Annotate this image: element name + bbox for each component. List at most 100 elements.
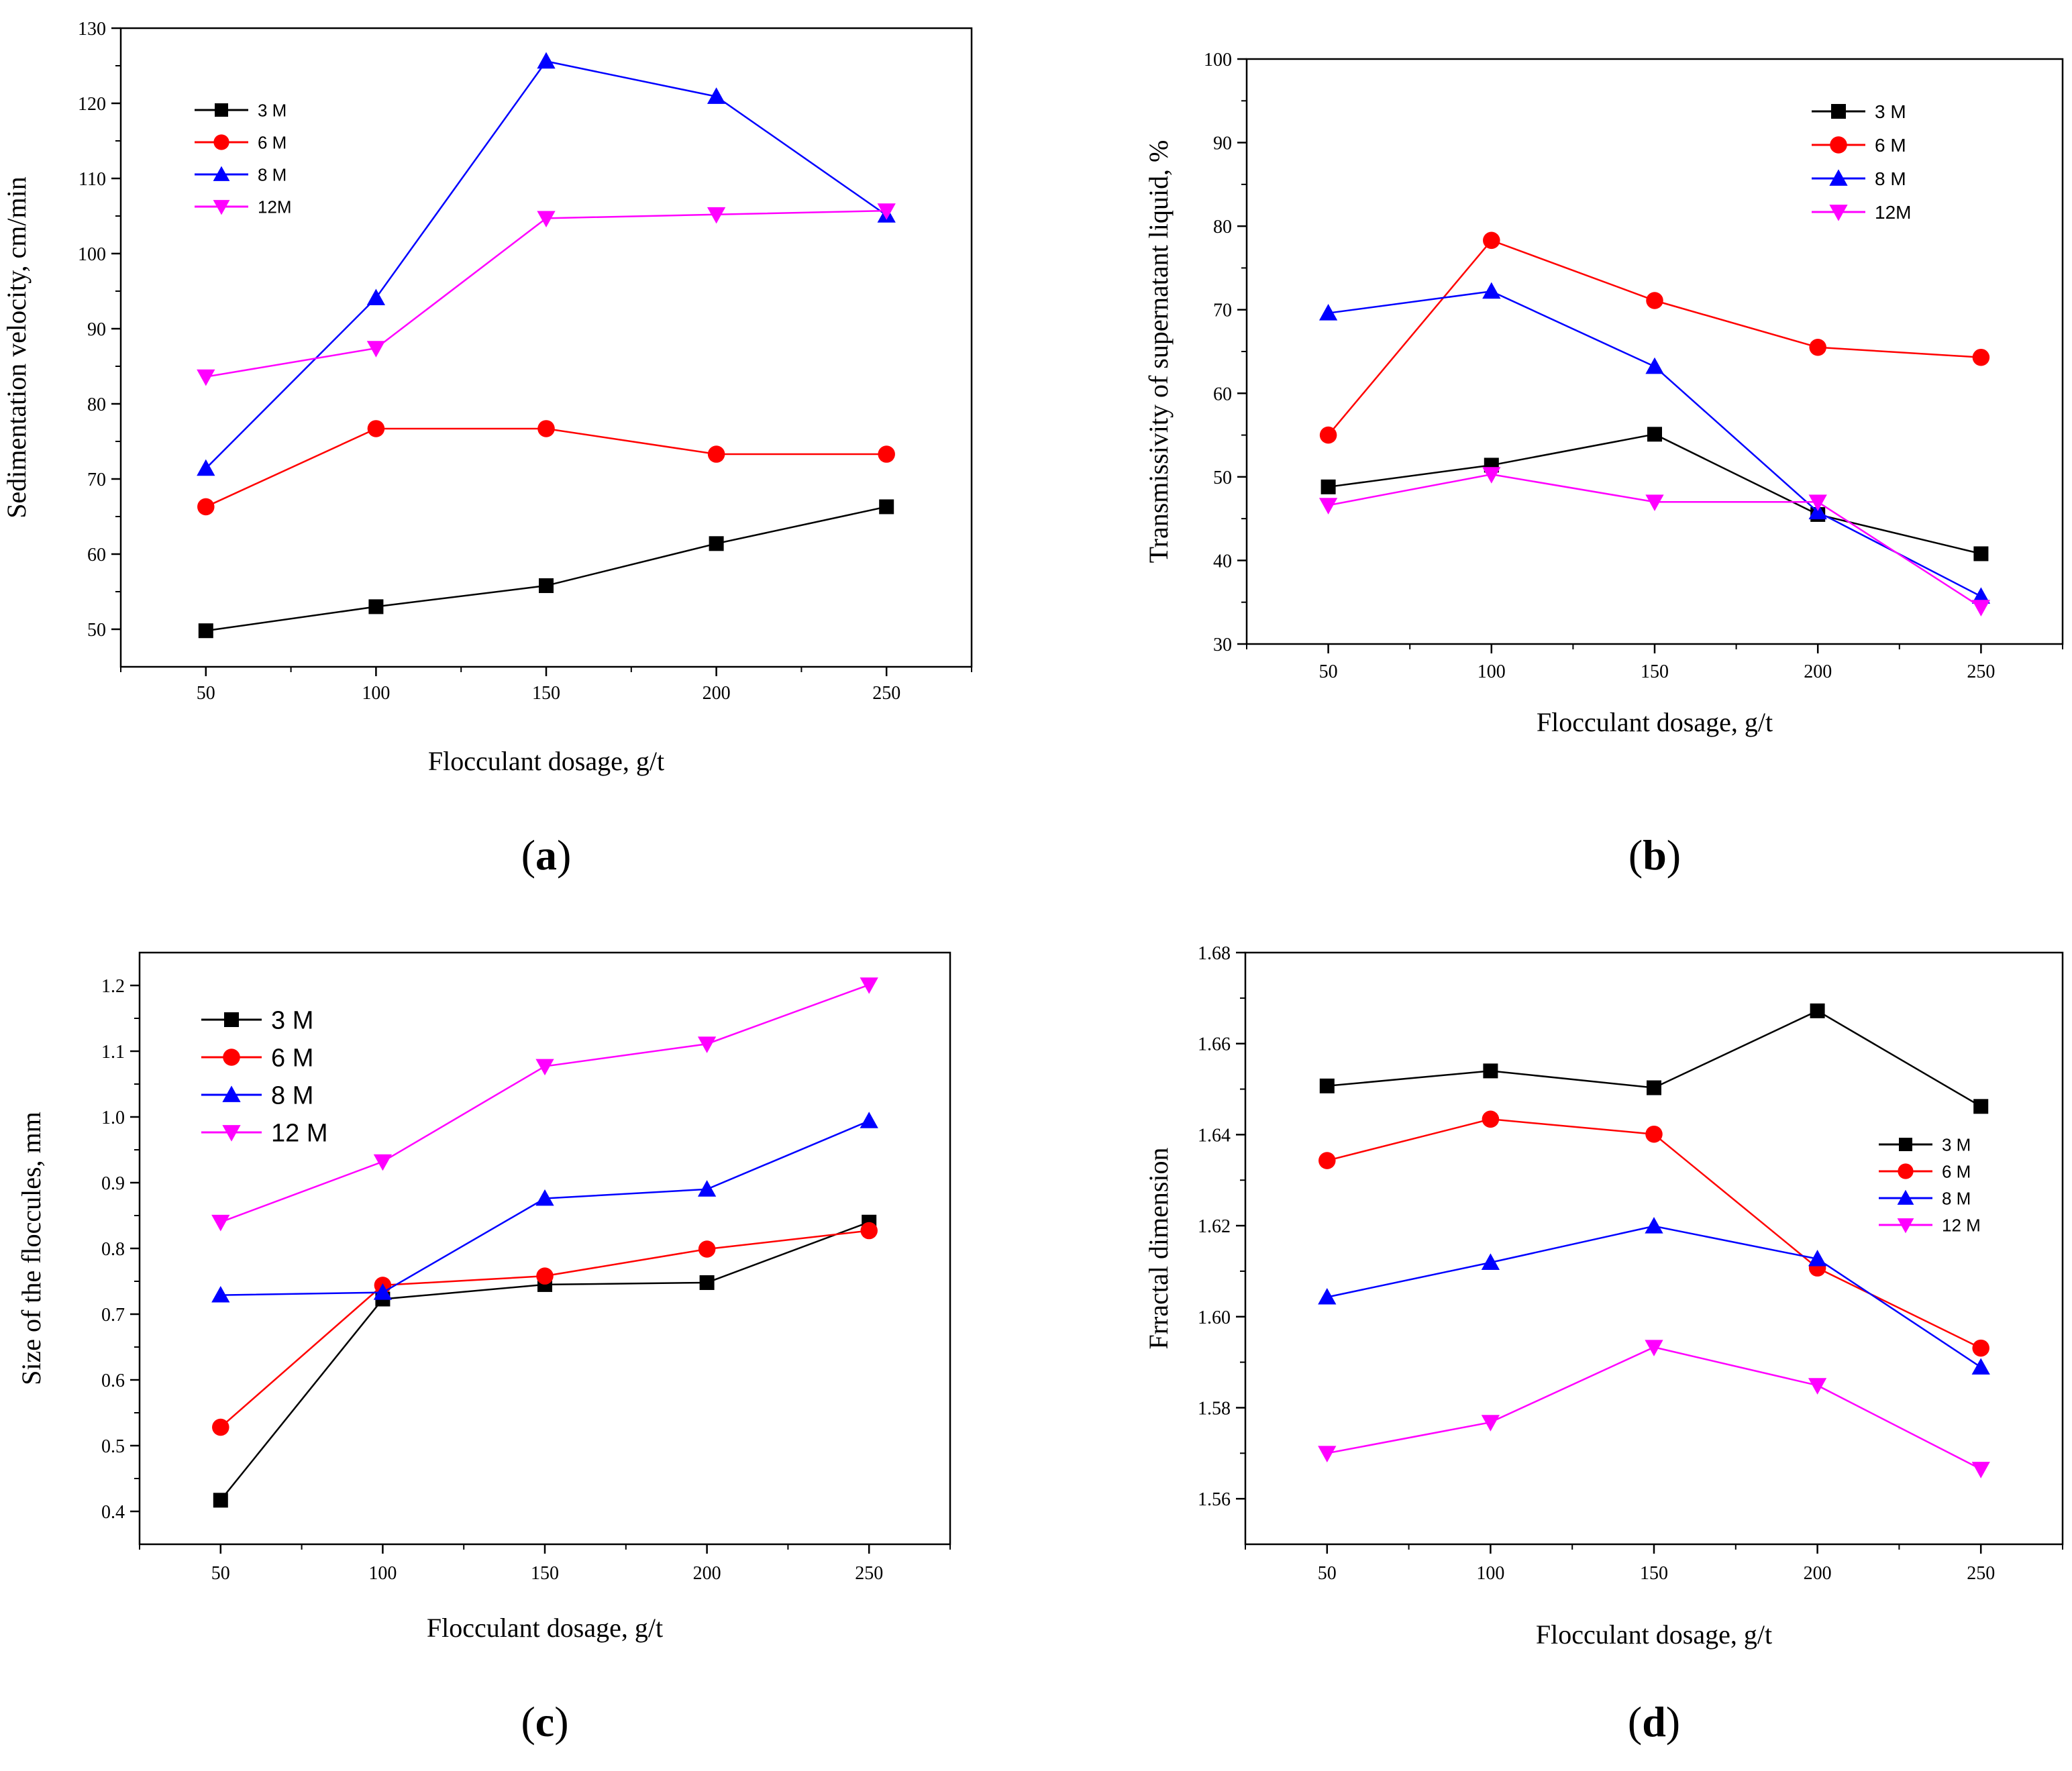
plot-frame [1245,58,2064,645]
data-point [709,536,724,551]
data-point [1318,1287,1337,1305]
y-tick-label: 0.5 [101,1436,125,1457]
data-point [707,445,725,463]
x-tick-label: 200 [1804,661,1832,682]
series-line-3m [219,1221,870,1501]
legend-marker [213,134,229,150]
y-tick-label: 1.2 [101,976,125,997]
x-tick-label: 50 [1318,1563,1337,1584]
data-point [1972,1339,1989,1357]
y-tick-label: 1.66 [1198,1034,1231,1055]
data-point [1645,494,1664,511]
y-tick-label: 1.1 [101,1042,125,1063]
y-axis-title: Sedimentation velocity, cm/min [1,176,32,519]
panel-label: (d) [1628,1698,1680,1746]
data-point [1973,546,1989,561]
y-tick-label: 0.6 [101,1371,125,1391]
y-tick-label: 100 [78,244,106,265]
y-tick-label: 0.4 [101,1502,125,1523]
data-point [1647,1080,1661,1095]
data-point [366,288,386,305]
data-point [877,203,896,220]
panel-label-letter: d [1642,1698,1666,1746]
data-point [860,977,878,994]
data-point [697,1036,717,1053]
data-point [1810,1003,1825,1018]
legend-label: 8 M [258,164,287,184]
y-tick-label: 70 [87,470,106,490]
plot-frame [138,951,951,1546]
data-point [198,623,213,639]
series-line-8m [205,60,887,470]
legend-marker [215,103,228,117]
y-tick-label: 90 [87,319,106,340]
legend-label: 12 M [271,1120,327,1148]
panel-label: (c) [521,1698,568,1746]
chart-panel-c: 50 100 150 200 250 0.4 0.5 0.6 0.7 0.8 0.9 1.0 1.1 1.… [16,951,951,1746]
y-tick-label: 1.62 [1198,1216,1231,1237]
data-point [1973,1099,1989,1114]
chart-panel-d: 50 100 150 200 250 1.56 1.58 1.60 1.62 1.64 1.66 1.… [1143,943,2064,1746]
data-point [1971,1358,1990,1375]
legend-marker [1897,1218,1914,1234]
x-tick-label: 200 [703,683,731,704]
y-tick-label: 1.64 [1198,1125,1231,1146]
y-tick-label: 120 [78,94,106,115]
data-point [373,1154,393,1171]
panel-label-close: ) [554,1698,568,1746]
y-tick-label: 1.68 [1198,943,1231,964]
legend-marker [1898,1163,1914,1179]
y-axis-title: Frractal dimension [1143,1147,1174,1349]
panel-label-close: ) [1667,831,1681,879]
legend-marker [1829,169,1848,186]
y-tick-label: 1.0 [101,1108,125,1128]
data-point [368,599,384,614]
data-point [1972,348,1990,366]
x-tick-label: 200 [1804,1563,1832,1584]
series-line-12m [220,983,870,1223]
legend-marker [213,200,230,215]
y-axis-title: Size of the floccules, mm [16,1112,46,1385]
data-point [1319,1078,1335,1093]
data-point [537,52,556,69]
data-point [1646,292,1663,309]
y-tick-label: 40 [1213,551,1232,572]
data-point [1808,1378,1827,1395]
legend-label: 8 M [271,1082,313,1110]
data-point [699,1275,715,1290]
x-axis-title: Flocculant dosage, g/t [1536,1619,1772,1650]
data-point [539,578,554,594]
plot-frame [1244,951,2064,1546]
data-point [1971,587,1991,604]
data-point [879,499,894,515]
x-tick-label: 250 [855,1563,883,1584]
data-point [1645,1217,1663,1234]
legend-marker [1829,205,1848,221]
x-axis-title: Flocculant dosage, g/t [1537,707,1773,737]
panel-label-open: ( [521,831,535,879]
panel-label-open: ( [1628,1698,1642,1746]
y-tick-label: 1.58 [1198,1398,1231,1419]
data-point [1971,600,1991,616]
y-tick-label: 70 [1213,301,1232,321]
legend-marker [1897,1189,1914,1205]
series-line-12m [205,209,887,378]
data-point [211,1285,230,1303]
panel-label: (a) [521,831,572,879]
legend-label: 8 M [1875,168,1906,189]
x-axis-title: Flocculant dosage, g/t [427,1613,663,1643]
x-tick-label: 250 [872,683,900,704]
data-point [366,341,386,358]
series-line-12m [1328,473,1982,608]
legend-label: 6 M [258,132,287,152]
chart-panel-a: 50 100 150 200 250 50 60 70 80 90 100 110 120 130 Floc… [1,19,973,879]
data-point [197,459,215,476]
panel-label-letter: c [535,1698,554,1746]
y-tick-label: 60 [1213,384,1232,405]
data-point [197,498,215,516]
y-tick-label: 50 [1213,468,1232,488]
legend-marker [1899,1138,1912,1151]
y-tick-label: 50 [87,620,106,641]
legend-label: 8 M [1942,1188,1971,1208]
